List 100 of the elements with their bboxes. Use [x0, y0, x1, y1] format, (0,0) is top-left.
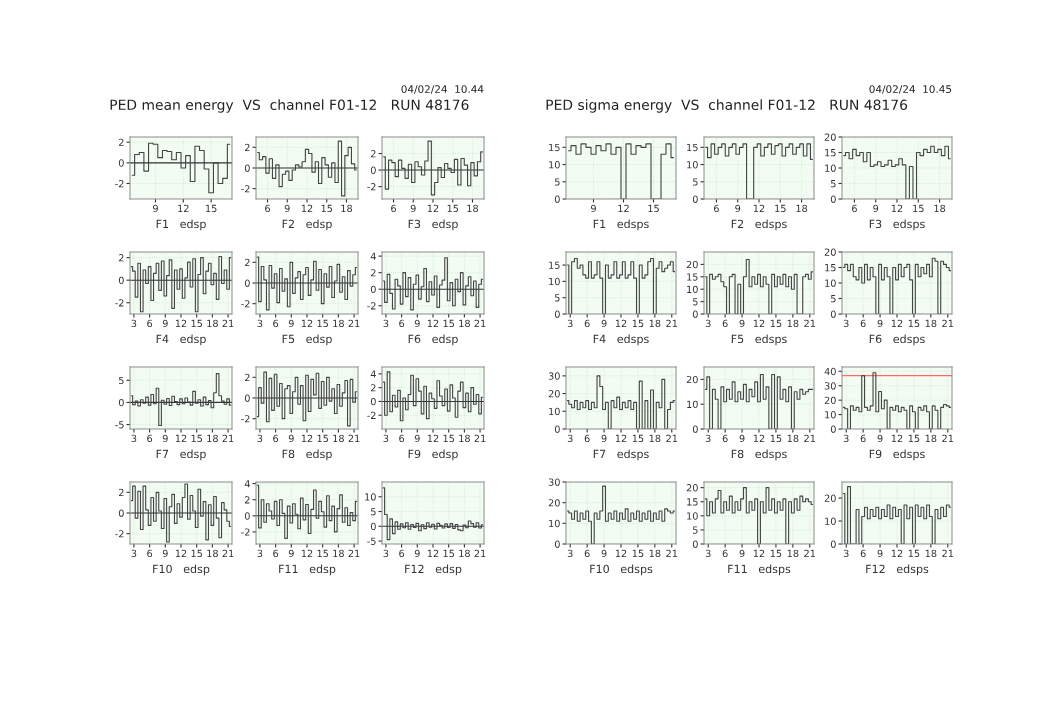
y-tick-label: 10: [825, 411, 836, 419]
x-tick-label: 3: [705, 434, 711, 443]
y-tick-label: 0: [692, 310, 698, 318]
x-tick-label: 15: [191, 549, 203, 558]
y-tick-label: -2: [367, 411, 376, 419]
y-tick-label: -2: [115, 530, 124, 538]
x-tick-label: 9: [162, 434, 168, 443]
y-tick-label: 0: [118, 509, 124, 517]
x-axis-title: F10 edsp: [153, 564, 210, 576]
x-tick-label: 18: [207, 434, 218, 443]
x-tick-label: 3: [705, 319, 711, 328]
y-tick-label: -2: [241, 415, 250, 423]
y-tick-label: 0: [370, 397, 376, 406]
x-tick-label: 15: [443, 434, 455, 443]
x-axis-title: F12 edsp: [405, 564, 462, 576]
x-tick-label: 3: [131, 319, 137, 328]
y-tick-label: -2: [241, 300, 250, 308]
x-tick-label: 15: [908, 319, 920, 328]
y-tick-label: 2: [370, 150, 376, 158]
x-tick-label: 6: [399, 549, 405, 558]
y-tick-label: 15: [687, 273, 698, 281]
x-tick-label: 3: [131, 549, 137, 558]
y-tick-label: 10: [549, 161, 560, 169]
x-tick-label: 15: [317, 434, 329, 443]
y-tick-label: 0: [830, 310, 836, 318]
y-tick-label: 10: [549, 519, 560, 528]
y-tick-label: 10: [549, 277, 560, 286]
x-tick-label: 6: [273, 319, 279, 328]
x-tick-label: 12: [753, 319, 765, 327]
x-tick-label: 6: [722, 434, 728, 443]
y-tick-label: 2: [370, 384, 376, 392]
x-axis-title: F11 edsp: [279, 564, 336, 576]
x-tick-label: 6: [722, 319, 728, 328]
x-tick-label: 15: [770, 434, 782, 443]
y-tick-label: 15: [549, 261, 560, 269]
x-tick-label: 18: [925, 434, 937, 443]
y-tick-label: 20: [548, 390, 560, 398]
y-tick-label: 5: [693, 178, 698, 186]
x-axis-title: F10 edsps: [590, 564, 653, 576]
x-tick-label: 12: [891, 549, 903, 557]
x-tick-label: 6: [584, 434, 590, 443]
x-tick-label: 12: [175, 319, 187, 327]
x-axis-title: F5 edsp: [282, 334, 332, 346]
x-axis-title: F12 edsps: [866, 564, 929, 576]
x-tick-label: 9: [414, 549, 420, 558]
x-tick-label: 18: [459, 434, 470, 443]
x-tick-label: 12: [615, 549, 627, 557]
y-tick-label: 5: [555, 294, 560, 302]
y-tick-label: 2: [244, 143, 250, 152]
x-tick-label: 6: [860, 319, 866, 328]
y-tick-label: -2: [115, 179, 124, 188]
x-tick-label: 18: [467, 204, 478, 213]
x-tick-label: 15: [770, 549, 782, 558]
x-tick-label: 3: [843, 434, 849, 443]
y-tick-label: 0: [554, 310, 560, 318]
y-tick-label: 4: [244, 480, 250, 488]
x-tick-label: 6: [860, 549, 866, 558]
y-tick-label: 0: [118, 276, 124, 285]
y-tick-label: 20: [686, 375, 698, 384]
y-tick-label: 20: [824, 494, 836, 502]
x-tick-label: 18: [333, 549, 344, 558]
x-tick-label: 15: [632, 549, 644, 558]
y-tick-label: -2: [367, 183, 376, 191]
y-tick-label: 4: [370, 370, 376, 378]
y-tick-label: 15: [825, 264, 836, 272]
x-axis-title: F1 edsps: [593, 219, 649, 231]
x-tick-label: 12: [178, 204, 189, 212]
x-tick-label: 12: [427, 319, 439, 327]
x-tick-label: 3: [705, 549, 711, 558]
x-tick-label: 9: [877, 434, 883, 443]
x-tick-label: 18: [341, 204, 352, 213]
x-tick-label: 12: [753, 434, 765, 442]
x-tick-label: 12: [753, 549, 765, 557]
x-tick-label: 18: [649, 549, 661, 558]
y-tick-label: 0: [118, 159, 124, 167]
y-tick-label: 20: [548, 499, 560, 507]
y-tick-label: 15: [549, 143, 560, 152]
y-tick-label: 2: [244, 373, 250, 382]
y-tick-label: 10: [365, 493, 376, 501]
x-tick-label: 15: [770, 319, 782, 328]
x-tick-label: 18: [934, 204, 946, 213]
x-tick-label: 12: [427, 434, 439, 442]
x-axis-title: F7 edsp: [156, 449, 206, 461]
x-tick-label: 12: [615, 319, 627, 327]
x-tick-label: 15: [648, 204, 659, 213]
x-tick-label: 15: [913, 204, 924, 213]
y-tick-label: -5: [367, 537, 376, 545]
x-tick-label: 12: [891, 434, 903, 442]
x-tick-label: 6: [399, 319, 405, 328]
x-tick-label: 6: [584, 319, 590, 328]
x-tick-label: 18: [207, 319, 218, 328]
x-tick-label: 12: [753, 204, 765, 212]
y-tick-label: 0: [118, 398, 124, 407]
x-tick-label: 3: [131, 434, 137, 443]
text: PED mean energy VS channel F01-12 RUN 48176: [110, 99, 469, 113]
x-tick-label: 12: [301, 434, 313, 442]
x-tick-label: 6: [273, 434, 279, 443]
x-tick-label: 18: [925, 549, 937, 558]
y-tick-label: 0: [244, 512, 250, 520]
x-tick-label: 6: [147, 319, 153, 328]
